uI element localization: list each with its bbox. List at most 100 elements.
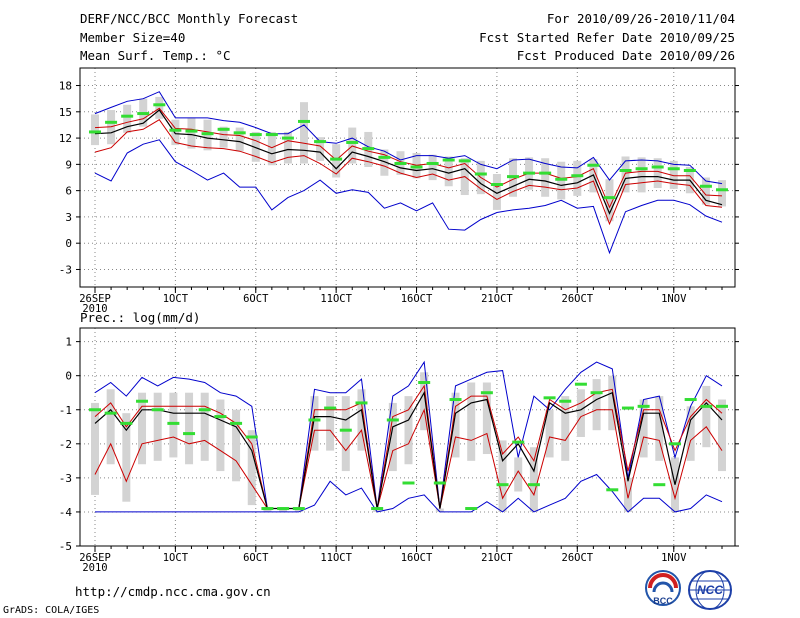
x-tick-label: 26SEP: [79, 293, 111, 305]
plot-frame: [79, 327, 736, 547]
lower-line: [94, 408, 723, 509]
fcst-started-date: Fcst Started Refer Date 2010/09/25: [479, 30, 735, 45]
box-bar: [187, 117, 196, 149]
upper-line: [94, 107, 723, 209]
min-line: [94, 139, 723, 255]
ncc-logo-icon: NCC: [688, 570, 732, 610]
box-bar: [138, 392, 147, 465]
x-tick-label: 26OCT: [562, 293, 594, 305]
y-tick-label: -1: [59, 404, 72, 417]
box-bar: [669, 160, 678, 189]
y-tick-label: 15: [59, 106, 72, 119]
box-bar: [529, 447, 538, 512]
box-bar: [467, 382, 476, 461]
box-bar: [576, 389, 585, 437]
y-tick-label: 0: [65, 370, 72, 383]
y-tick-label: 9: [65, 158, 72, 171]
box-bar: [605, 179, 614, 222]
plot-frame: [79, 67, 736, 288]
fcst-produced-date: Fcst Produced Date 2010/09/26: [516, 48, 735, 63]
box-bar: [185, 392, 194, 465]
box-bar: [300, 102, 308, 164]
lower-line: [94, 119, 723, 226]
box-bar: [380, 149, 389, 176]
mean-line: [94, 390, 723, 510]
y-tick-label: -2: [59, 438, 72, 451]
box-bar: [91, 114, 99, 146]
y-tick-label: -3: [59, 472, 72, 485]
chart-title: DERF/NCC/BCC Monthly Forecast: [80, 11, 299, 26]
x-tick-label: 1OCT: [163, 293, 189, 305]
x-year-label: 2010: [82, 562, 107, 574]
box-bar: [451, 392, 460, 458]
y-tick-label: 1: [65, 336, 72, 349]
y-tick-label: -3: [59, 263, 72, 276]
box-bar: [444, 156, 453, 187]
x-tick-label: 26OCT: [562, 552, 594, 564]
x-tick-label: 11OCT: [320, 552, 352, 564]
box-bar: [541, 158, 550, 197]
box-bar: [326, 396, 335, 451]
y-tick-label: 0: [65, 237, 72, 250]
box-bar: [492, 173, 501, 210]
box-bar: [169, 392, 178, 458]
box-bar: [655, 396, 664, 461]
svg-text:NCC: NCC: [697, 583, 723, 597]
box-bar: [373, 508, 382, 512]
box-bar: [514, 457, 523, 492]
box-bar: [686, 406, 695, 461]
box-bar: [573, 160, 582, 196]
x-tick-label: 26SEP: [79, 552, 111, 564]
max-line: [94, 91, 723, 185]
x-tick-label: 11OCT: [320, 293, 352, 305]
box-bar: [91, 402, 99, 495]
box-bar: [545, 409, 554, 458]
x-tick-label: 1NOV: [661, 293, 687, 305]
x-tick-label: 16OCT: [401, 293, 433, 305]
box-bar: [332, 144, 341, 178]
bcc-logo-icon: BCC: [645, 570, 681, 606]
x-tick-label: 16OCT: [401, 552, 433, 564]
box-bar: [200, 392, 209, 461]
grads-credit: GrADS: COLA/IGES: [3, 605, 100, 616]
panel-title: Prec.: log(mm/d): [80, 310, 200, 325]
svg-text:BCC: BCC: [653, 596, 673, 606]
upper-line: [94, 384, 723, 509]
box-bar: [216, 399, 225, 472]
box-bar: [316, 137, 325, 161]
box-bar: [123, 104, 132, 133]
box-bar: [235, 127, 244, 152]
box-bar: [357, 389, 366, 451]
box-bar: [247, 430, 256, 506]
box-bar: [621, 156, 630, 193]
box-bar: [623, 477, 632, 512]
y-tick-label: 12: [59, 132, 72, 145]
box-bar: [219, 126, 228, 148]
box-bar: [267, 131, 276, 166]
box-bar: [279, 508, 288, 512]
box-bar: [718, 399, 726, 472]
y-tick-label: 3: [65, 211, 72, 224]
y-tick-label: -5: [59, 540, 72, 553]
box-bar: [701, 177, 710, 205]
box-bar: [428, 154, 437, 181]
box-bar: [171, 119, 180, 146]
variable-label: Mean Surf. Temp.: °C: [80, 48, 231, 63]
x-tick-label: 21OCT: [481, 293, 513, 305]
y-tick-label: 18: [59, 80, 72, 93]
box-bar: [608, 375, 617, 431]
box-bar: [653, 158, 662, 189]
y-tick-label: -4: [59, 506, 73, 519]
member-size: Member Size=40: [80, 30, 186, 45]
x-tick-label: 1NOV: [661, 552, 687, 564]
box-bar: [498, 440, 507, 512]
forecast-period: For 2010/09/26-2010/11/04: [546, 11, 735, 26]
box-bar: [153, 392, 162, 461]
x-tick-label: 1OCT: [163, 552, 189, 564]
box-bar: [310, 396, 319, 451]
x-year-label: 2010: [82, 303, 107, 315]
max-line: [94, 360, 723, 509]
min-line: [95, 473, 723, 513]
box-bar: [341, 396, 350, 472]
